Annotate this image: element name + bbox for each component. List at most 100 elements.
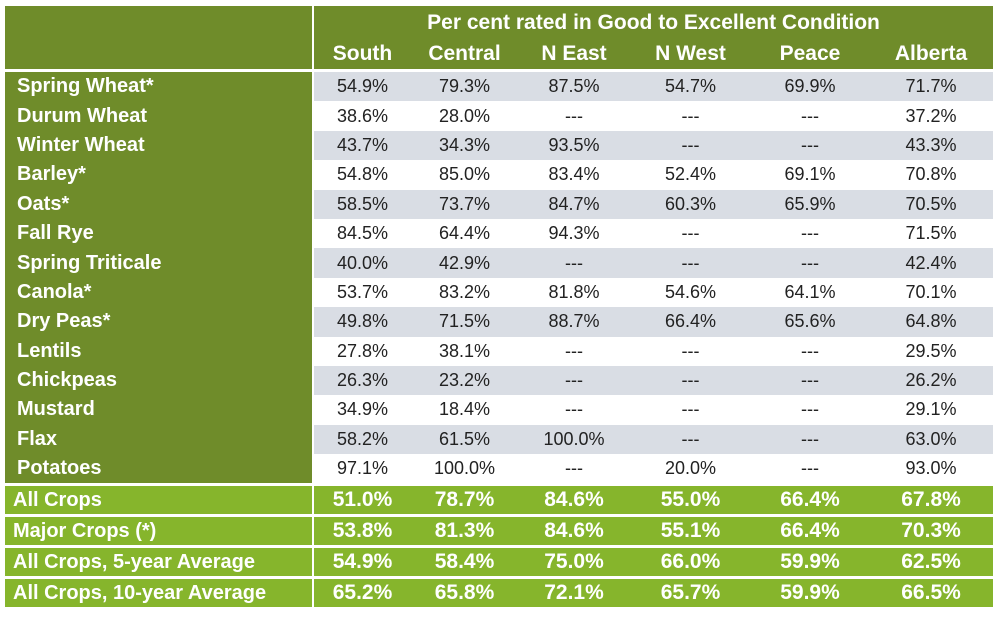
table-row: Spring Wheat* 54.9% 79.3% 87.5% 54.7% 69.9% 71… — [5, 70, 994, 102]
summary-cell: 78.7% — [411, 483, 518, 516]
table-cell: 52.4% — [630, 160, 751, 190]
crop-name: Spring Triticale — [5, 248, 313, 278]
table-cell: --- — [751, 454, 869, 485]
summary-cell: 67.8% — [869, 483, 994, 516]
summary-cell: 54.9% — [313, 545, 411, 578]
table-cell: 93.5% — [518, 130, 630, 161]
table-cell: 54.6% — [630, 277, 751, 308]
table-cell: 64.1% — [751, 277, 869, 308]
table-cell: 93.0% — [869, 454, 994, 485]
table-cell: 49.8% — [312, 307, 411, 337]
column-header-central: Central — [411, 39, 518, 72]
table-cell: 54.9% — [312, 70, 411, 102]
summary-row: All Crops, 10-year Average 65.2% 65.8% 72.1… — [5, 576, 994, 608]
table-cell: 20.0% — [630, 454, 751, 485]
table-cell: --- — [630, 130, 751, 161]
header-corner — [5, 39, 313, 72]
table-cell: 26.2% — [869, 365, 994, 396]
table-row: Mustard 34.9% 18.4% --- --- --- 29.1% — [5, 395, 994, 425]
crop-name: Fall Rye — [5, 218, 313, 249]
table-cell: 43.7% — [312, 130, 411, 161]
table-cell: --- — [630, 101, 751, 131]
column-header-alberta: Alberta — [869, 39, 994, 72]
table-cell: 69.9% — [751, 70, 869, 102]
table-row: Fall Rye 84.5% 64.4% 94.3% --- --- 71.5% — [5, 218, 994, 249]
column-header-peace: Peace — [751, 39, 869, 72]
table-cell: --- — [751, 336, 869, 366]
summary-cell: 65.7% — [630, 576, 751, 608]
crop-name: Dry Peas* — [5, 307, 313, 337]
table-row: Potatoes 97.1% 100.0% --- 20.0% --- 93.0% — [5, 454, 994, 485]
table-cell: 34.3% — [411, 130, 518, 161]
table-cell: 60.3% — [630, 189, 751, 219]
crop-name: Mustard — [5, 395, 313, 425]
table-cell: 38.1% — [411, 336, 518, 366]
table-cell: 42.9% — [411, 248, 518, 278]
table-row: Dry Peas* 49.8% 71.5% 88.7% 66.4% 65.6% 64.8% — [5, 307, 994, 337]
table-cell: 94.3% — [518, 218, 630, 249]
table-cell: 29.1% — [869, 395, 994, 425]
table-cell: --- — [630, 424, 751, 455]
table-cell: 64.8% — [869, 307, 994, 337]
table-cell: --- — [751, 248, 869, 278]
summary-cell: 72.1% — [518, 576, 630, 608]
table-cell: 43.3% — [869, 130, 994, 161]
table-cell: 18.4% — [411, 395, 518, 425]
table-cell: 83.4% — [518, 160, 630, 190]
table-cell: 85.0% — [411, 160, 518, 190]
table-cell: 64.4% — [411, 218, 518, 249]
column-header-n-east: N East — [518, 39, 630, 72]
summary-label: Major Crops (*) — [5, 514, 314, 547]
column-header-south: South — [312, 39, 411, 72]
table-cell: --- — [751, 130, 869, 161]
table-cell: --- — [751, 218, 869, 249]
table-cell: --- — [751, 101, 869, 131]
summary-cell: 84.6% — [518, 483, 630, 516]
table-cell: 23.2% — [411, 365, 518, 396]
table-cell: --- — [630, 395, 751, 425]
table-cell: 70.8% — [869, 160, 994, 190]
table-cell: 28.0% — [411, 101, 518, 131]
crop-name: Flax — [5, 424, 313, 455]
table-cell: 70.5% — [869, 189, 994, 219]
table-cell: 71.5% — [411, 307, 518, 337]
crop-name: Spring Wheat* — [5, 70, 313, 102]
table-cell: 100.0% — [411, 454, 518, 485]
summary-cell: 66.0% — [630, 545, 751, 578]
column-header-n-west: N West — [630, 39, 751, 72]
crop-name: Potatoes — [5, 454, 313, 485]
table-cell: --- — [751, 424, 869, 455]
crop-name: Canola* — [5, 277, 313, 308]
summary-cell: 66.4% — [751, 483, 869, 516]
summary-row: All Crops, 5-year Average 54.9% 58.4% 75.0%… — [5, 545, 994, 578]
table-cell: 53.7% — [312, 277, 411, 308]
table-cell: 66.4% — [630, 307, 751, 337]
table-row: Oats* 58.5% 73.7% 84.7% 60.3% 65.9% 70.5% — [5, 189, 994, 219]
table-cell: --- — [518, 336, 630, 366]
table-cell: 73.7% — [411, 189, 518, 219]
summary-cell: 66.4% — [751, 514, 869, 547]
table-header-row-columns: South Central N East N West Peace Albert… — [5, 39, 994, 72]
table-header-row-title: Per cent rated in Good to Excellent Cond… — [5, 6, 994, 39]
table-cell: 87.5% — [518, 70, 630, 102]
crop-name: Durum Wheat — [5, 101, 313, 131]
summary-cell: 65.2% — [313, 576, 411, 608]
table-row: Flax 58.2% 61.5% 100.0% --- --- 63.0% — [5, 424, 994, 455]
table-cell: 26.3% — [312, 365, 411, 396]
summary-cell: 51.0% — [313, 483, 411, 516]
table-cell: 70.1% — [869, 277, 994, 308]
summary-label: All Crops, 10-year Average — [5, 576, 314, 608]
crop-name: Chickpeas — [5, 365, 313, 396]
table-cell: 81.8% — [518, 277, 630, 308]
table-cell: 100.0% — [518, 424, 630, 455]
summary-row: All Crops 51.0% 78.7% 84.6% 55.0% 66.4% 67.8% — [5, 483, 994, 516]
crop-name: Barley* — [5, 160, 313, 190]
crop-rows: Spring Wheat* 54.9% 79.3% 87.5% 54.7% 69.9% 71… — [5, 70, 994, 485]
table-cell: --- — [630, 248, 751, 278]
summary-cell: 59.9% — [751, 545, 869, 578]
table-cell: --- — [751, 395, 869, 425]
summary-cell: 55.1% — [630, 514, 751, 547]
crop-name: Oats* — [5, 189, 313, 219]
summary-cell: 53.8% — [313, 514, 411, 547]
table-cell: --- — [518, 454, 630, 485]
